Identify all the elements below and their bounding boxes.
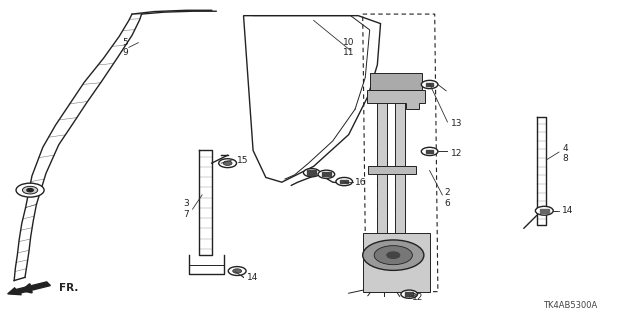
Text: 14: 14 bbox=[246, 273, 258, 282]
Circle shape bbox=[536, 206, 553, 215]
Text: TK4AB5300A: TK4AB5300A bbox=[543, 301, 597, 310]
Polygon shape bbox=[364, 233, 429, 292]
Circle shape bbox=[336, 178, 353, 186]
Polygon shape bbox=[244, 16, 381, 182]
Bar bbox=[370, 73, 422, 90]
Text: 10
11: 10 11 bbox=[343, 38, 355, 57]
Polygon shape bbox=[367, 90, 425, 109]
Circle shape bbox=[421, 80, 438, 89]
Bar bbox=[426, 83, 433, 86]
FancyArrow shape bbox=[8, 282, 51, 295]
Text: 13: 13 bbox=[451, 119, 462, 128]
Text: 15: 15 bbox=[237, 156, 249, 164]
Circle shape bbox=[233, 269, 242, 273]
Circle shape bbox=[387, 252, 399, 258]
Polygon shape bbox=[395, 84, 404, 261]
Polygon shape bbox=[378, 84, 387, 261]
Circle shape bbox=[228, 267, 246, 276]
Bar bbox=[340, 180, 348, 183]
Text: 14: 14 bbox=[562, 206, 573, 215]
Text: 2
6: 2 6 bbox=[444, 188, 450, 208]
Bar bbox=[405, 292, 413, 296]
Text: 12: 12 bbox=[451, 149, 462, 158]
Text: 4
8: 4 8 bbox=[562, 144, 568, 163]
Text: 5
9: 5 9 bbox=[123, 38, 129, 57]
Circle shape bbox=[303, 169, 320, 177]
Circle shape bbox=[16, 183, 44, 197]
Text: 16: 16 bbox=[355, 178, 367, 187]
Bar bbox=[540, 209, 548, 213]
Circle shape bbox=[223, 161, 232, 165]
Text: 3
7: 3 7 bbox=[184, 199, 189, 219]
Polygon shape bbox=[368, 166, 415, 174]
Circle shape bbox=[401, 290, 417, 298]
Circle shape bbox=[374, 246, 412, 265]
Circle shape bbox=[421, 147, 438, 156]
Text: FR.: FR. bbox=[59, 283, 78, 292]
Circle shape bbox=[318, 170, 335, 178]
Circle shape bbox=[219, 159, 237, 168]
Bar bbox=[307, 171, 316, 175]
Bar bbox=[322, 172, 331, 177]
Circle shape bbox=[27, 188, 33, 192]
Circle shape bbox=[22, 186, 38, 194]
Text: 12: 12 bbox=[412, 292, 424, 301]
Bar bbox=[426, 149, 433, 153]
Circle shape bbox=[363, 240, 424, 270]
